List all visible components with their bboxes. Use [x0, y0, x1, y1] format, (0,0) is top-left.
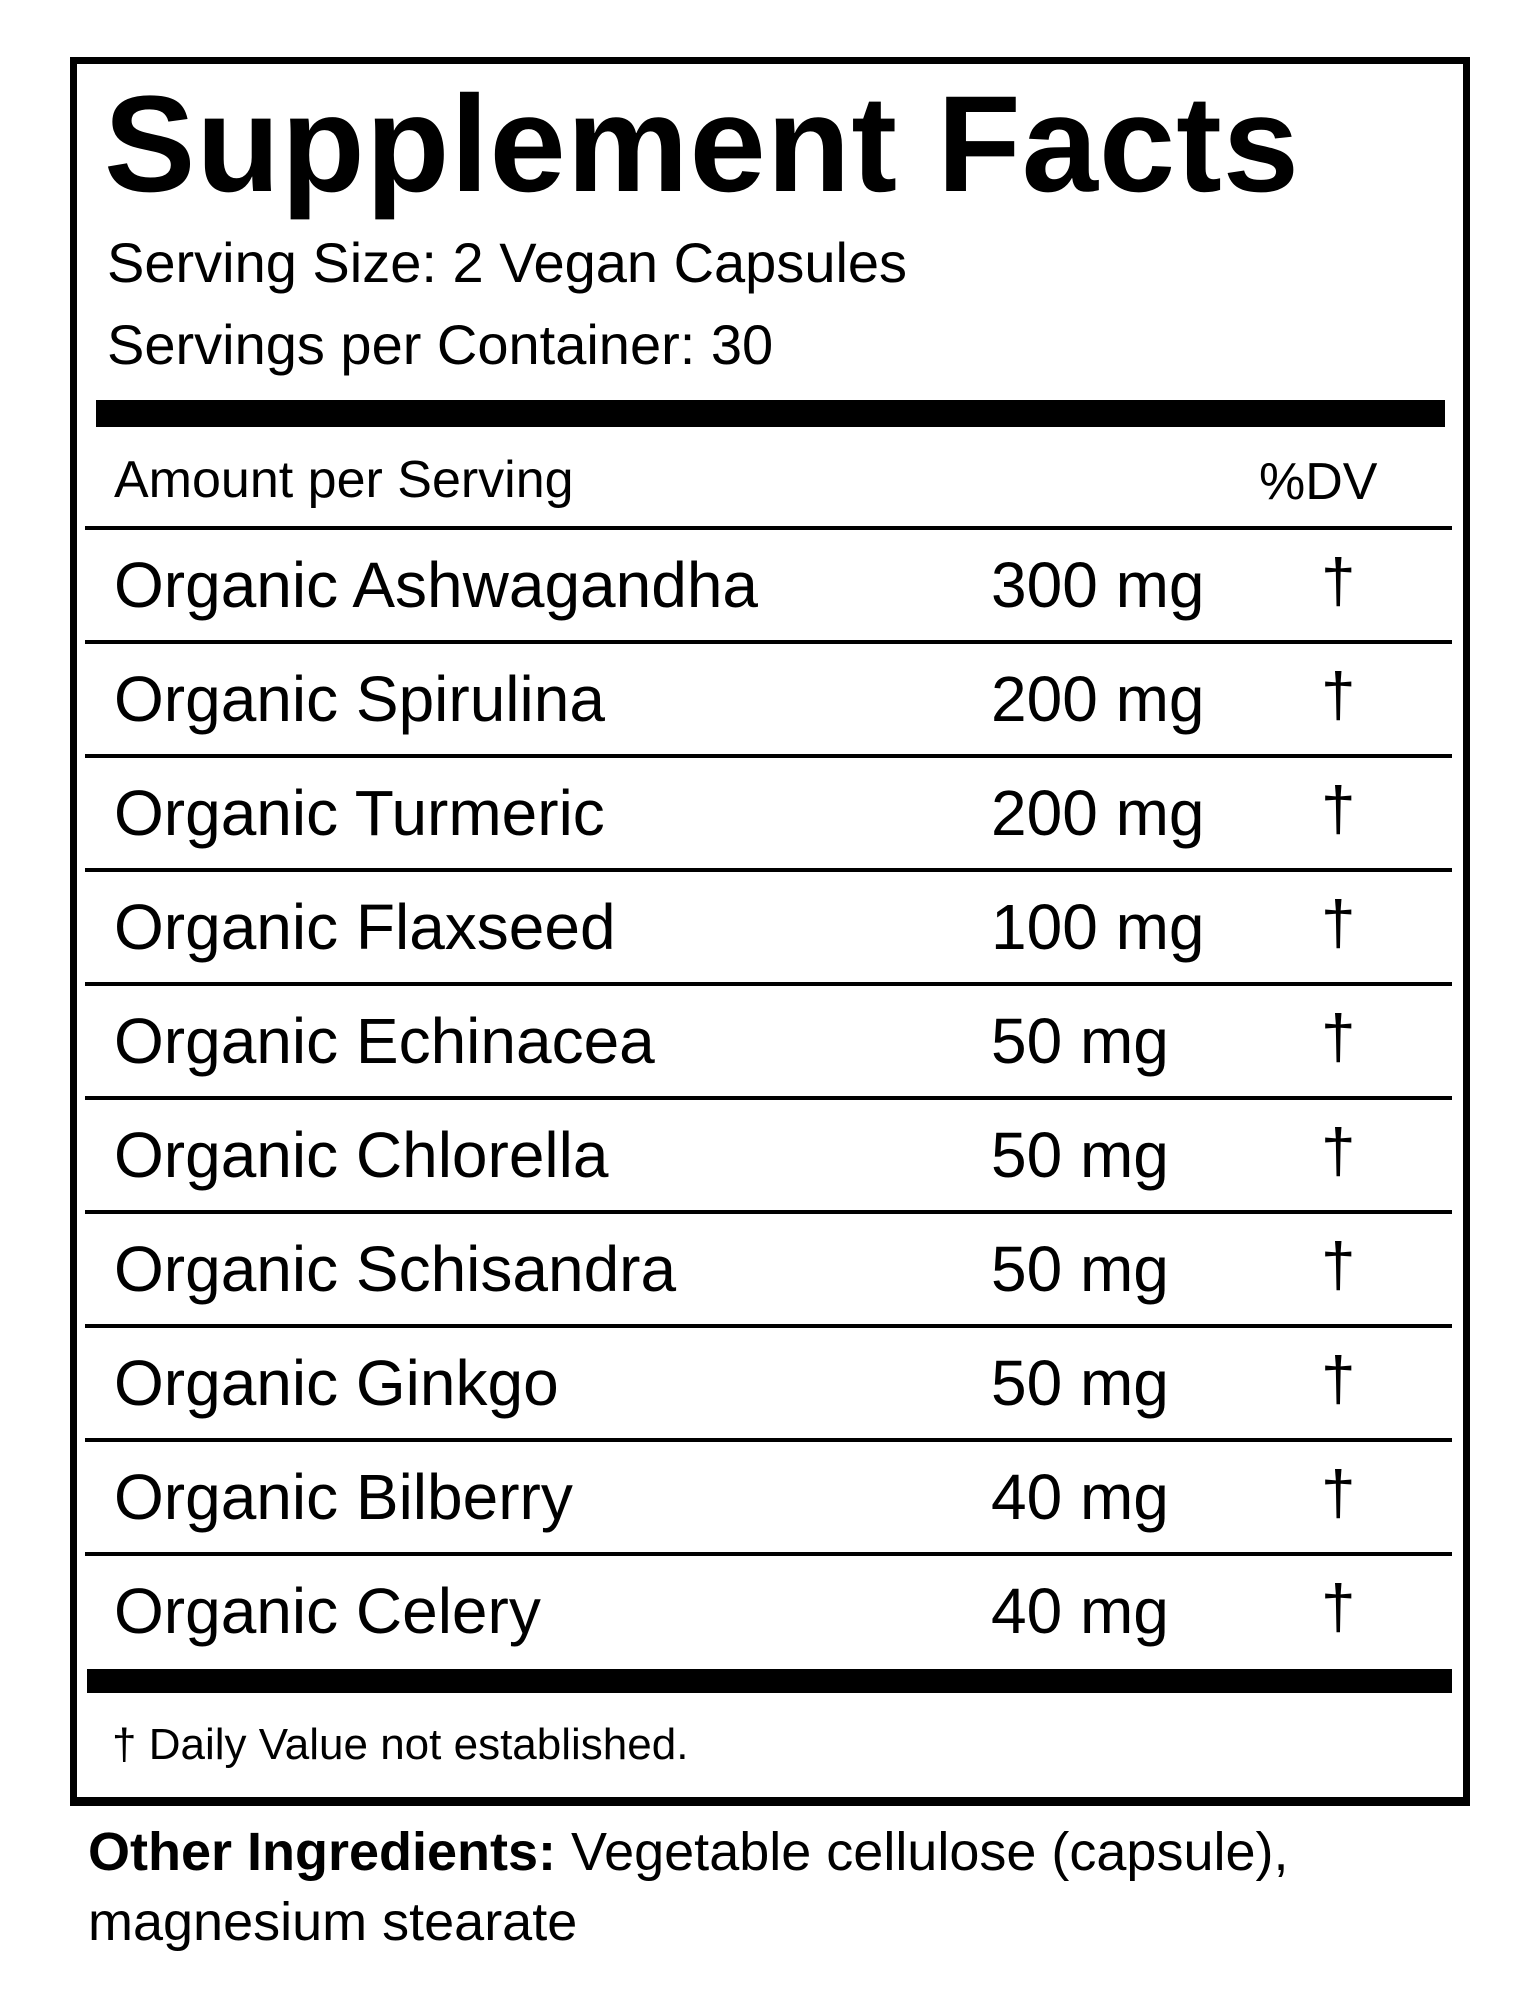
ingredient-dv: † [1321, 1573, 1356, 1642]
footnote: † Daily Value not established. [112, 1720, 689, 1769]
ingredient-row: Organic Echinacea 50 mg † [77, 984, 1463, 1098]
ingredient-amount: 50 mg [991, 1233, 1169, 1305]
ingredient-name: Organic Flaxseed [114, 891, 616, 963]
supplement-facts-panel: Supplement Facts Serving Size: 2 Vegan C… [70, 57, 1470, 1806]
other-ingredients: Other Ingredients: Vegetable cellulose (… [88, 1817, 1488, 1957]
ingredient-row: Organic Schisandra 50 mg † [77, 1212, 1463, 1326]
thick-divider [96, 400, 1445, 427]
ingredient-dv: † [1321, 1003, 1356, 1072]
divider [85, 1096, 1452, 1100]
panel-title: Supplement Facts [104, 68, 1300, 221]
ingredient-dv: † [1321, 1231, 1356, 1300]
ingredient-amount: 300 mg [991, 549, 1205, 621]
ingredient-row: Organic Turmeric 200 mg † [77, 756, 1463, 870]
header-dv: %DV [1259, 453, 1378, 511]
ingredient-name: Organic Ashwagandha [114, 549, 758, 621]
ingredient-name: Organic Turmeric [114, 777, 605, 849]
ingredient-name: Organic Ginkgo [114, 1347, 559, 1419]
ingredient-amount: 50 mg [991, 1005, 1169, 1077]
ingredient-dv: † [1321, 1117, 1356, 1186]
thick-divider [87, 1669, 1452, 1693]
ingredient-amount: 50 mg [991, 1119, 1169, 1191]
servings-per-container: Servings per Container: 30 [107, 313, 774, 376]
ingredient-amount: 40 mg [991, 1461, 1169, 1533]
ingredient-row: Organic Chlorella 50 mg † [77, 1098, 1463, 1212]
ingredient-name: Organic Bilberry [114, 1461, 573, 1533]
ingredient-amount: 100 mg [991, 891, 1205, 963]
divider [85, 754, 1452, 758]
ingredient-row: Organic Flaxseed 100 mg † [77, 870, 1463, 984]
ingredient-name: Organic Celery [114, 1575, 541, 1647]
divider [85, 1552, 1452, 1556]
divider [85, 526, 1452, 530]
ingredient-dv: † [1321, 1345, 1356, 1414]
ingredient-amount: 200 mg [991, 777, 1205, 849]
ingredient-amount: 50 mg [991, 1347, 1169, 1419]
ingredient-dv: † [1321, 889, 1356, 958]
ingredient-row: Organic Bilberry 40 mg † [77, 1440, 1463, 1554]
header-amount: Amount per Serving [114, 451, 574, 509]
other-ingredients-text: Vegetable cellulose (capsule), magnesium… [88, 1822, 1289, 1952]
divider [85, 640, 1452, 644]
ingredient-dv: † [1321, 547, 1356, 616]
ingredient-dv: † [1321, 1459, 1356, 1528]
ingredient-dv: † [1321, 775, 1356, 844]
ingredient-amount: 40 mg [991, 1575, 1169, 1647]
divider [85, 1438, 1452, 1442]
ingredient-name: Organic Schisandra [114, 1233, 677, 1305]
serving-size: Serving Size: 2 Vegan Capsules [107, 231, 908, 294]
ingredient-name: Organic Echinacea [114, 1005, 655, 1077]
other-ingredients-label: Other Ingredients: [88, 1822, 557, 1882]
divider [85, 868, 1452, 872]
ingredient-row: Organic Ashwagandha 300 mg † [77, 528, 1463, 642]
ingredient-name: Organic Chlorella [114, 1119, 609, 1191]
divider [85, 982, 1452, 986]
ingredient-row: Organic Ginkgo 50 mg † [77, 1326, 1463, 1440]
ingredient-dv: † [1321, 661, 1356, 730]
ingredient-row: Organic Spirulina 200 mg † [77, 642, 1463, 756]
ingredient-name: Organic Spirulina [114, 663, 605, 735]
ingredient-row: Organic Celery 40 mg † [77, 1554, 1463, 1668]
divider [85, 1324, 1452, 1328]
divider [85, 1210, 1452, 1214]
ingredient-amount: 200 mg [991, 663, 1205, 735]
